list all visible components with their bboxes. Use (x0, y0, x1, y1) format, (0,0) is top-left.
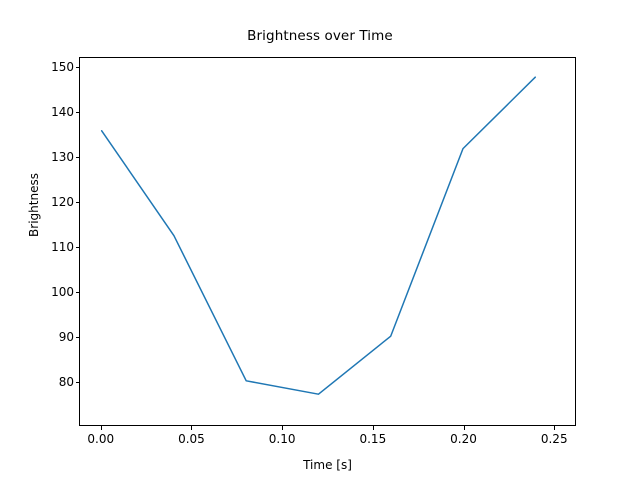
y-axis-label: Brightness (27, 173, 41, 237)
data-line-svg (100, 76, 536, 395)
y-tick-label: 150 (51, 60, 74, 75)
x-tick-label: 0.00 (87, 432, 115, 446)
x-tick-label: 0.10 (268, 432, 296, 446)
series-line-brightness (100, 76, 536, 395)
x-tick-mark (373, 426, 374, 430)
x-axis-label: Time [s] (303, 458, 352, 472)
x-tick-mark (101, 426, 102, 430)
y-tick-label: 110 (51, 239, 74, 254)
x-tick-mark (464, 426, 465, 430)
x-tick-label: 0.15 (359, 432, 387, 446)
x-tick-label: 0.25 (540, 432, 568, 446)
x-tick-label: 0.05 (178, 432, 205, 446)
y-tick-label: 80 (58, 374, 74, 389)
y-tick-label: 120 (51, 194, 74, 209)
x-tick-mark (282, 426, 283, 430)
x-tick-mark (191, 426, 192, 430)
chart-title: Brightness over Time (247, 28, 393, 44)
y-tick-label: 130 (51, 150, 74, 165)
plot-axes (79, 57, 576, 426)
x-tick-mark (554, 426, 555, 430)
y-tick-label: 100 (51, 284, 74, 299)
x-tick-label: 0.20 (450, 432, 477, 446)
y-tick-label: 90 (58, 329, 74, 344)
y-tick-label: 140 (51, 105, 74, 120)
